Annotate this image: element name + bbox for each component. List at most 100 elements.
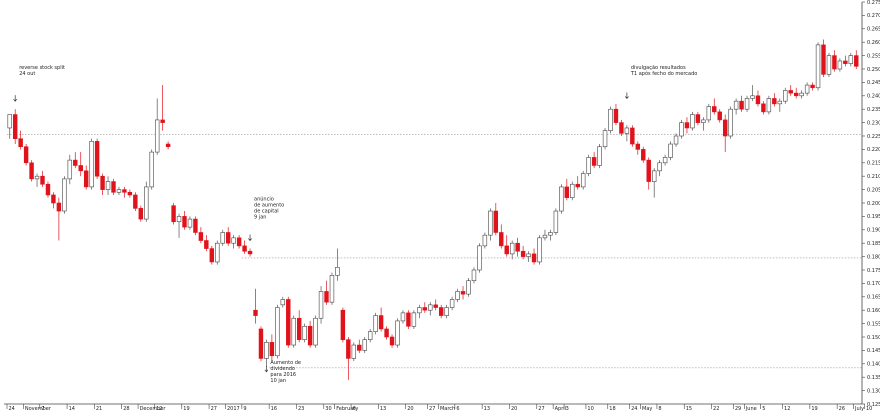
candle-body: [116, 189, 122, 193]
candle: [821, 39, 826, 78]
y-tick-label: 0.275: [867, 0, 880, 6]
candle-body: [717, 111, 722, 121]
candle: [602, 127, 608, 150]
candle: [83, 165, 89, 190]
candle: [777, 98, 783, 112]
candle: [471, 267, 477, 284]
candle: [542, 229, 548, 241]
candle-body: [373, 315, 378, 332]
candle-body: [171, 205, 176, 223]
candle: [619, 119, 624, 136]
y-tick-label: 0.260: [867, 40, 880, 46]
x-tick-label: 7: [41, 406, 44, 412]
candle: [575, 176, 580, 190]
candle-body: [40, 175, 45, 185]
candle-body: [346, 339, 351, 359]
candle: [793, 87, 799, 99]
candle: [613, 103, 619, 126]
candle: [395, 318, 400, 348]
x-tick-label: 20: [407, 406, 413, 412]
candle: [247, 248, 253, 257]
x-tick-label: 19: [811, 406, 817, 412]
x-tick-label: 2017: [227, 406, 240, 412]
candle: [548, 229, 553, 241]
candle: [89, 138, 94, 190]
x-tick-label: 21: [96, 406, 102, 412]
candle: [438, 304, 444, 319]
candle: [258, 326, 264, 362]
candle-body: [651, 170, 657, 182]
candle-body: [209, 248, 215, 263]
annotation-text: para 2016: [270, 372, 296, 378]
candle-body: [739, 100, 744, 110]
x-tick-label: 14: [69, 406, 75, 412]
candle-body: [198, 232, 204, 241]
candle-body: [635, 143, 641, 150]
candle-body: [520, 250, 526, 257]
candle-body: [182, 216, 187, 228]
candle: [520, 245, 526, 260]
candle: [193, 216, 198, 236]
y-tick-label: 0.155: [867, 321, 880, 327]
candle: [133, 192, 138, 212]
candle-body: [701, 119, 706, 123]
y-tick-label: 0.135: [867, 375, 880, 381]
candle-body: [504, 245, 509, 255]
x-tick-label: 22: [713, 406, 719, 412]
candle-body: [428, 304, 433, 311]
candle: [346, 337, 351, 380]
candle-body: [127, 191, 133, 196]
candle: [761, 101, 766, 115]
candle: [406, 310, 411, 329]
candle-body: [111, 181, 116, 193]
candle: [624, 125, 630, 142]
x-tick-label: November: [25, 406, 52, 412]
candle-body: [204, 240, 209, 249]
candle-body: [733, 100, 739, 110]
candle-body: [215, 242, 220, 263]
x-tick-label: 27: [211, 406, 217, 412]
candle: [799, 90, 804, 99]
candle: [455, 288, 460, 303]
annotation-text: reverse stock split: [19, 65, 65, 71]
candle-body: [728, 108, 733, 137]
candle-body: [29, 162, 34, 180]
candle: [389, 334, 395, 348]
candle-body: [89, 141, 94, 188]
candle: [804, 82, 810, 96]
candle: [367, 328, 373, 343]
x-tick-label: 19: [183, 406, 189, 412]
candle: [384, 326, 389, 340]
x-tick-label: June: [745, 406, 757, 412]
candle: [280, 296, 286, 308]
candle: [73, 152, 78, 169]
candle-body: [280, 299, 286, 306]
candle: [67, 154, 73, 185]
candle: [728, 106, 733, 139]
candle: [373, 312, 378, 335]
candle-body: [275, 307, 280, 357]
x-tick-label: 18: [609, 406, 615, 412]
candle: [34, 173, 40, 187]
candle: [428, 302, 433, 316]
y-tick-label: 0.150: [867, 335, 880, 341]
x-tick-label: 9: [243, 406, 246, 412]
candle-body: [531, 253, 537, 263]
candle-body: [138, 208, 144, 220]
x-tick-label: 10: [866, 406, 872, 412]
candle: [515, 237, 520, 257]
candle-body: [744, 98, 750, 110]
x-tick-label: 24: [631, 406, 637, 412]
y-tick-label: 0.205: [867, 187, 880, 193]
candle-body: [187, 218, 193, 228]
candle-body: [105, 181, 111, 190]
candle: [488, 208, 493, 241]
candle: [722, 114, 728, 153]
candle: [264, 339, 269, 367]
candle: [269, 334, 275, 362]
candle: [684, 117, 690, 134]
candle: [788, 85, 793, 96]
